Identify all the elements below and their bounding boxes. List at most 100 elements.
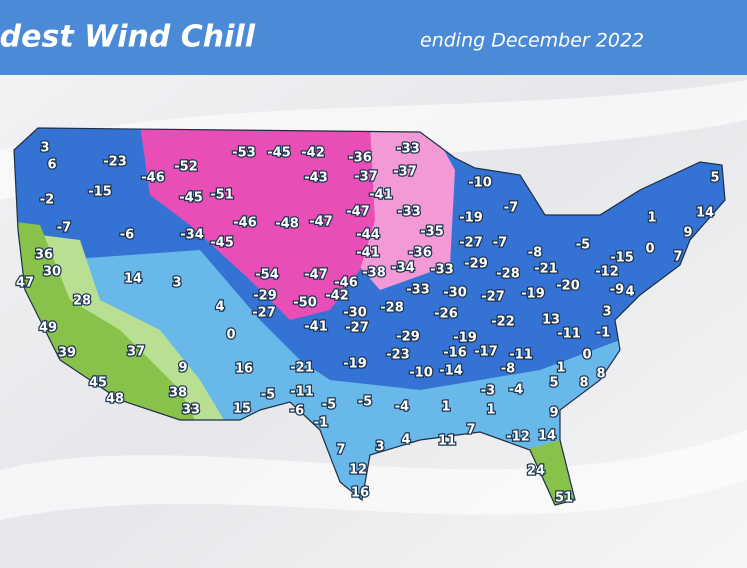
- wind-chill-label: -42: [325, 289, 349, 304]
- wind-chill-label: 3: [602, 305, 611, 320]
- wind-chill-label: -10: [468, 176, 492, 191]
- wind-chill-label: -21: [534, 262, 558, 277]
- wind-chill-label: -47: [346, 205, 370, 220]
- wind-chill-label: -29: [396, 330, 420, 345]
- wind-chill-label: 9: [683, 226, 692, 241]
- wind-chill-label: -6: [290, 404, 304, 419]
- wind-chill-label: -28: [496, 267, 520, 282]
- wind-chill-label: -19: [453, 331, 477, 346]
- wind-chill-label: -34: [180, 228, 204, 243]
- wind-chill-label: -3: [481, 384, 495, 399]
- wind-chill-label: 0: [226, 328, 235, 343]
- wind-chill-label: -27: [459, 236, 483, 251]
- wind-chill-label: -8: [501, 362, 515, 377]
- wind-chill-label: -17: [474, 345, 498, 360]
- wind-chill-label: -5: [576, 238, 590, 253]
- wind-chill-label: 51: [555, 491, 573, 506]
- wind-chill-label: -7: [493, 236, 507, 251]
- wind-chill-label: -46: [334, 276, 358, 291]
- wind-chill-label: 1: [441, 400, 450, 415]
- wind-chill-label: -12: [595, 265, 619, 280]
- wind-chill-label: -46: [233, 216, 257, 231]
- wind-chill-label: -23: [386, 348, 410, 363]
- wind-chill-label: -52: [174, 160, 198, 175]
- wind-chill-label: -1: [314, 416, 328, 431]
- wind-chill-label: -12: [506, 430, 530, 445]
- wind-chill-label: -53: [232, 146, 256, 161]
- wind-chill-label: 16: [351, 486, 369, 501]
- wind-chill-label: -4: [509, 383, 523, 398]
- wind-chill-label: -19: [521, 287, 545, 302]
- wind-chill-label: -7: [504, 201, 518, 216]
- wind-chill-label: 4: [401, 433, 410, 448]
- wind-chill-label: 30: [43, 265, 61, 280]
- wind-chill-label: 12: [349, 463, 367, 478]
- wind-chill-label: 38: [169, 386, 187, 401]
- wind-chill-label: -23: [103, 155, 127, 170]
- wind-chill-label: -41: [369, 188, 393, 203]
- wind-chill-label: -7: [57, 221, 71, 236]
- wind-chill-label: 45: [89, 376, 107, 391]
- wind-chill-label: -8: [528, 246, 542, 261]
- wind-chill-label: -26: [434, 307, 458, 322]
- wind-chill-label: 0: [645, 242, 654, 257]
- wind-chill-label: 5: [710, 171, 719, 186]
- wind-chill-label: -22: [491, 315, 515, 330]
- wind-chill-label: -45: [267, 146, 291, 161]
- wind-chill-label: 7: [466, 423, 475, 438]
- wind-chill-label: -2: [40, 193, 54, 208]
- wind-chill-label: 0: [582, 348, 591, 363]
- wind-chill-label: 16: [235, 362, 253, 377]
- wind-chill-label: 4: [215, 300, 224, 315]
- wind-chill-label: -16: [443, 346, 467, 361]
- wind-chill-label: 9: [178, 361, 187, 376]
- wind-chill-label: -21: [290, 361, 314, 376]
- wind-chill-label: -33: [430, 263, 454, 278]
- wind-chill-label: 14: [124, 272, 142, 287]
- wind-chill-label: -47: [304, 268, 328, 283]
- wind-chill-label: -48: [275, 217, 299, 232]
- wind-chill-label: -30: [343, 306, 367, 321]
- wind-chill-label: 7: [673, 250, 682, 265]
- wind-chill-label: 14: [696, 206, 714, 221]
- wind-chill-label: -38: [362, 266, 386, 281]
- wind-chill-label: -15: [88, 185, 112, 200]
- wind-chill-label: -14: [439, 364, 463, 379]
- wind-chill-label: -37: [393, 165, 417, 180]
- wind-chill-label: -43: [304, 171, 328, 186]
- wind-chill-label: -15: [610, 251, 634, 266]
- wind-chill-label: -35: [420, 225, 444, 240]
- wind-chill-label: -28: [380, 301, 404, 316]
- wind-chill-label: -46: [141, 171, 165, 186]
- wind-chill-label: -33: [396, 142, 420, 157]
- wind-chill-label: -29: [464, 257, 488, 272]
- wind-chill-label: 36: [35, 248, 53, 263]
- wind-chill-label: 13: [542, 313, 560, 328]
- wind-chill-label: 9: [549, 406, 558, 421]
- wind-chill-label: 5: [549, 376, 558, 391]
- labels: 36 -23-46-52-53 -45 -42 -36-33-37-43 -37-15-2…: [15, 139, 721, 507]
- wind-chill-label: -11: [557, 327, 581, 342]
- wind-chill-label: 7: [336, 443, 345, 458]
- wind-chill-label: -36: [348, 151, 372, 166]
- wind-chill-label: 11: [438, 434, 456, 449]
- wind-chill-label: -5: [261, 388, 275, 403]
- header-bar: [0, 0, 747, 75]
- wind-chill-label: -51: [210, 188, 234, 203]
- wind-chill-label: -27: [252, 306, 276, 321]
- wind-chill-label: 28: [73, 294, 91, 309]
- wind-chill-label: -4: [395, 400, 409, 415]
- wind-chill-label: 15: [233, 402, 251, 417]
- wind-chill-label: 8: [579, 376, 588, 391]
- wind-chill-label: -50: [293, 296, 317, 311]
- wind-chill-label: -45: [210, 236, 234, 251]
- wind-chill-label: -19: [343, 357, 367, 372]
- wind-chill-label: -37: [354, 170, 378, 185]
- wind-chill-label: 1: [647, 211, 656, 226]
- wind-chill-label: 3: [172, 276, 181, 291]
- wind-chill-label: -20: [556, 279, 580, 294]
- wind-chill-label: -9: [610, 283, 624, 298]
- wind-chill-label: -44: [356, 228, 380, 243]
- wind-chill-label: -34: [391, 261, 415, 276]
